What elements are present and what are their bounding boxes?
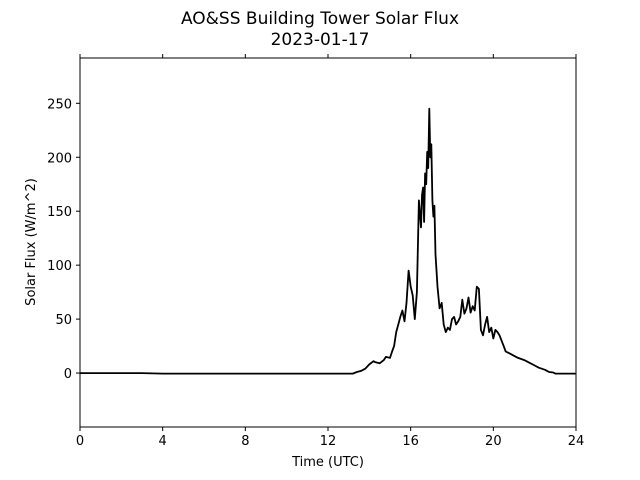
- x-tick-label: 16: [402, 434, 419, 449]
- y-axis-label: Solar Flux (W/m^2): [24, 178, 39, 306]
- plot-frame: [79, 57, 577, 428]
- y-tick-label: 100: [47, 259, 72, 274]
- y-tick-label: 250: [47, 97, 72, 112]
- x-tick-label: 8: [241, 434, 249, 449]
- x-tick-label: 0: [76, 434, 84, 449]
- axis-ticks: [76, 54, 577, 431]
- chart-subtitle: 2023-01-17: [271, 30, 370, 50]
- y-tick-label: 200: [47, 151, 72, 166]
- y-tick-label: 0: [64, 367, 72, 382]
- tick-labels: 0 4 8 12 16 20 24 0 50 100 150 200 250: [47, 97, 584, 449]
- y-tick-label: 150: [47, 205, 72, 220]
- x-tick-label: 4: [159, 434, 167, 449]
- series-line: [80, 107, 576, 375]
- x-tick-label: 12: [320, 434, 337, 449]
- y-tick-label: 50: [55, 313, 72, 328]
- chart-title: AO&SS Building Tower Solar Flux: [181, 9, 459, 29]
- x-tick-label: 24: [568, 434, 585, 449]
- x-axis-label: Time (UTC): [291, 455, 364, 470]
- x-tick-label: 20: [485, 434, 502, 449]
